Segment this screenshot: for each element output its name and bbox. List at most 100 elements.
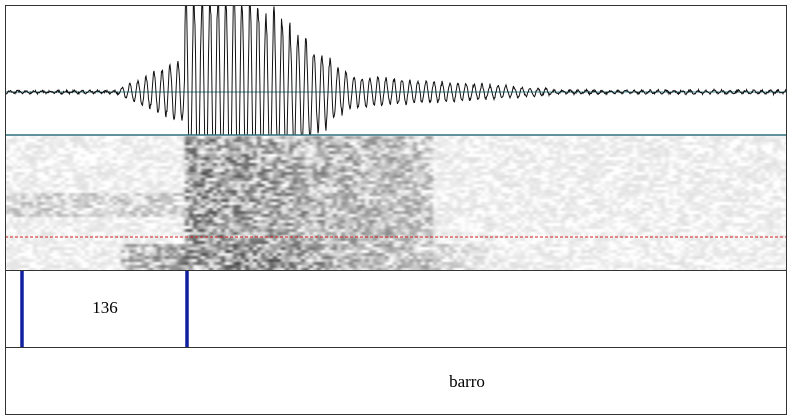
spectrogram-cell	[485, 223, 489, 226]
spectrogram-cell	[149, 202, 153, 205]
spectrogram-cell	[349, 220, 353, 223]
spectrogram-cell	[341, 145, 345, 148]
spectrogram-cell	[465, 199, 469, 202]
spectrogram-cell	[321, 169, 325, 172]
spectrogram-cell	[549, 139, 553, 142]
spectrogram-cell	[257, 142, 261, 145]
spectrogram-cell	[373, 214, 377, 217]
spectrogram-cell	[349, 262, 353, 265]
spectrogram-cell	[285, 187, 289, 190]
spectrogram-cell	[165, 181, 169, 184]
spectrogram-cell	[165, 253, 169, 256]
spectrogram-cell	[41, 220, 45, 223]
spectrogram-cell	[317, 229, 321, 232]
spectrogram-cell	[389, 190, 393, 193]
spectrogram-cell	[329, 157, 333, 160]
spectrogram-cell	[257, 265, 261, 268]
spectrogram-cell	[121, 178, 125, 181]
spectrogram-cell	[305, 154, 309, 157]
spectrogram-cell	[553, 163, 557, 166]
spectrogram-cell	[173, 208, 177, 211]
spectrogram-cell	[133, 205, 137, 208]
spectrogram-cell	[129, 169, 133, 172]
spectrogram-cell	[233, 265, 237, 268]
spectrogram-cell	[293, 142, 297, 145]
spectrogram-cell	[193, 175, 197, 178]
spectrogram-cell	[229, 229, 233, 232]
spectrogram-cell	[85, 244, 89, 247]
spectrogram-cell	[37, 223, 41, 226]
spectrogram-cell	[5, 151, 9, 154]
spectrogram-cell	[365, 151, 369, 154]
spectrogram-cell	[553, 169, 557, 172]
spectrogram-cell	[77, 181, 81, 184]
spectrogram-cell	[533, 181, 537, 184]
spectrogram-cell	[205, 166, 209, 169]
spectrogram-cell	[461, 154, 465, 157]
spectrogram-cell	[409, 157, 413, 160]
spectrogram-cell	[113, 172, 117, 175]
spectrogram-cell	[189, 154, 193, 157]
spectrogram-cell	[197, 202, 201, 205]
spectrogram-cell	[93, 226, 97, 229]
spectrogram-cell	[297, 190, 301, 193]
spectrogram-cell	[505, 169, 509, 172]
spectrogram-cell	[89, 226, 93, 229]
spectrogram-cell	[433, 250, 437, 253]
spectrogram-cell	[253, 223, 257, 226]
spectrogram-cell	[353, 190, 357, 193]
spectrogram-cell	[189, 196, 193, 199]
spectrogram-cell	[481, 217, 485, 220]
spectrogram-cell	[513, 217, 517, 220]
spectrogram-cell	[73, 262, 77, 265]
spectrogram-cell	[373, 256, 377, 259]
spectrogram-cell	[185, 199, 189, 202]
spectrogram-cell	[205, 169, 209, 172]
spectrogram-cell	[85, 241, 89, 244]
spectrogram-cell	[217, 268, 221, 270]
spectrogram-cell	[417, 184, 421, 187]
spectrogram-cell	[301, 223, 305, 226]
spectrogram-cell	[5, 148, 9, 151]
spectrogram-cell	[361, 178, 365, 181]
spectrogram-cell	[21, 184, 25, 187]
spectrogram-cell	[77, 184, 81, 187]
spectrogram-cell	[41, 202, 45, 205]
spectrogram-cell	[369, 163, 373, 166]
spectrogram-cell	[45, 214, 49, 217]
spectrogram-cell	[325, 157, 329, 160]
spectrogram-cell	[493, 160, 497, 163]
spectrogram-cell	[125, 226, 129, 229]
spectrogram-cell	[25, 256, 29, 259]
spectrogram-cell	[133, 220, 137, 223]
spectrogram-cell	[517, 184, 521, 187]
spectrogram-cell	[477, 175, 481, 178]
spectrogram-cell	[373, 175, 377, 178]
spectrogram-cell	[421, 229, 425, 232]
spectrogram-cell	[177, 160, 181, 163]
spectrogram-cell	[533, 142, 537, 145]
spectrogram-cell	[97, 208, 101, 211]
spectrogram-cell	[285, 247, 289, 250]
spectrogram-cell	[477, 151, 481, 154]
spectrogram-cell	[257, 181, 261, 184]
spectrogram-cell	[301, 178, 305, 181]
spectrogram-cell	[217, 259, 221, 262]
spectrogram-cell	[385, 154, 389, 157]
spectrogram-cell	[457, 199, 461, 202]
spectrogram-cell	[173, 160, 177, 163]
spectrogram-cell	[493, 226, 497, 229]
spectrogram-cell	[21, 202, 25, 205]
spectrogram-cell	[313, 187, 317, 190]
spectrogram-cell	[485, 172, 489, 175]
spectrogram-cell	[329, 268, 333, 270]
spectrogram-cell	[537, 232, 541, 235]
spectrogram-cell	[333, 238, 337, 241]
spectrogram-cell	[333, 223, 337, 226]
spectrogram-cell	[317, 253, 321, 256]
spectrogram-cell	[345, 175, 349, 178]
spectrogram-cell	[121, 202, 125, 205]
spectrogram-cell	[117, 253, 121, 256]
spectrogram-cell	[473, 244, 477, 247]
spectrogram-cell	[369, 217, 373, 220]
